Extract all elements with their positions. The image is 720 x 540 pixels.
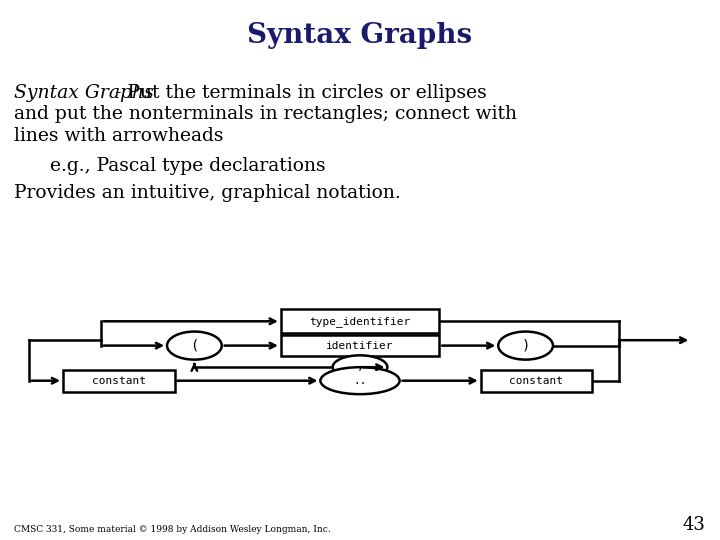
FancyBboxPatch shape bbox=[481, 370, 593, 392]
Ellipse shape bbox=[498, 332, 553, 360]
Ellipse shape bbox=[333, 355, 387, 379]
Text: type_identifier: type_identifier bbox=[310, 316, 410, 327]
Text: 43: 43 bbox=[683, 516, 706, 534]
Text: Syntax Graphs: Syntax Graphs bbox=[14, 84, 154, 102]
Text: constant: constant bbox=[510, 376, 563, 386]
Text: e.g., Pascal type declarations: e.g., Pascal type declarations bbox=[50, 157, 326, 174]
Text: - Put the terminals in circles or ellipses: - Put the terminals in circles or ellips… bbox=[109, 84, 487, 102]
Text: Syntax Graphs: Syntax Graphs bbox=[248, 22, 472, 49]
Text: ..: .. bbox=[354, 376, 366, 386]
Text: lines with arrowheads: lines with arrowheads bbox=[14, 127, 224, 145]
FancyBboxPatch shape bbox=[281, 335, 439, 356]
Text: ): ) bbox=[521, 339, 530, 353]
FancyBboxPatch shape bbox=[63, 370, 174, 392]
FancyBboxPatch shape bbox=[281, 309, 439, 333]
Text: identifier: identifier bbox=[326, 341, 394, 350]
Text: Provides an intuitive, graphical notation.: Provides an intuitive, graphical notatio… bbox=[14, 184, 401, 201]
Text: CMSC 331, Some material © 1998 by Addison Wesley Longman, Inc.: CMSC 331, Some material © 1998 by Addiso… bbox=[14, 524, 331, 534]
Text: and put the nonterminals in rectangles; connect with: and put the nonterminals in rectangles; … bbox=[14, 105, 518, 123]
Text: ,: , bbox=[356, 362, 364, 372]
Ellipse shape bbox=[167, 332, 222, 360]
Text: (: ( bbox=[190, 339, 199, 353]
Ellipse shape bbox=[320, 367, 400, 394]
Text: constant: constant bbox=[92, 376, 145, 386]
